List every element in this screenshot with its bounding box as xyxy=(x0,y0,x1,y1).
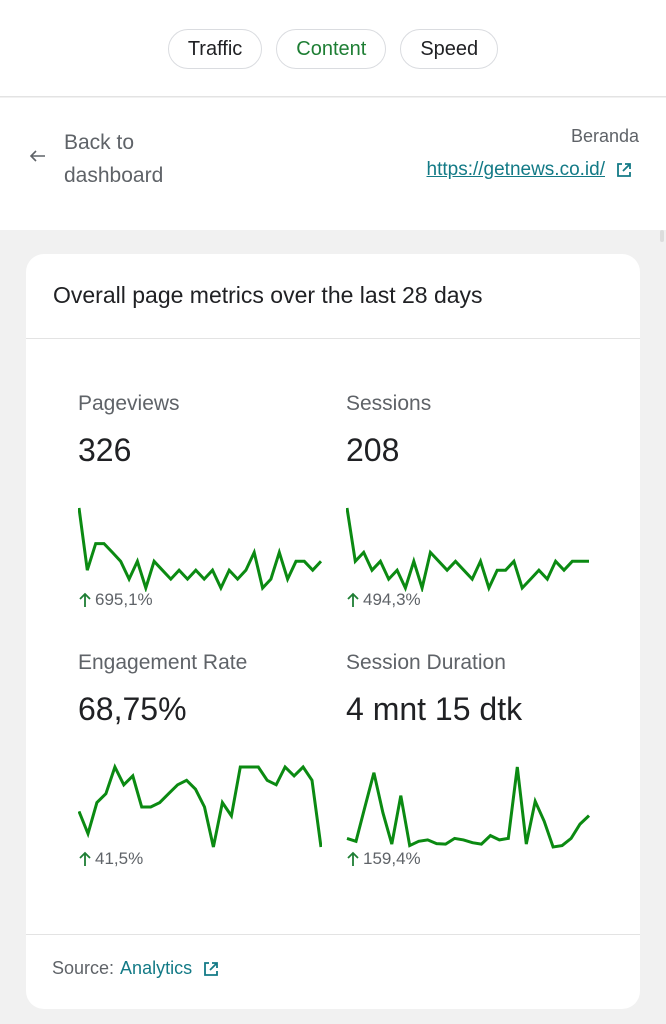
card-title: Overall page metrics over the last 28 da… xyxy=(53,282,483,308)
metric-label: Engagement Rate xyxy=(78,651,248,674)
change-indicator: 494,3% xyxy=(346,590,421,610)
metric-session-duration: Session Duration 4 mnt 15 dtk 159,4% xyxy=(346,651,596,891)
sparkline-series xyxy=(346,766,590,849)
change-value: 494,3% xyxy=(363,590,421,609)
metric-label: Pageviews xyxy=(78,392,180,415)
analytics-link[interactable]: Analytics xyxy=(120,958,220,979)
source-footer: Source: Analytics xyxy=(52,958,220,979)
metric-label: Sessions xyxy=(346,392,432,415)
divider xyxy=(26,338,640,339)
back-to-dashboard-link[interactable]: Back to dashboard xyxy=(64,131,164,187)
scrollbar[interactable] xyxy=(658,230,666,1024)
metric-value: 208 xyxy=(346,432,400,468)
metric-pageviews: Pageviews 326 695,1% xyxy=(78,392,328,632)
change-value: 41,5% xyxy=(95,849,144,868)
sparkline-series xyxy=(346,507,589,592)
metrics-card: Overall page metrics over the last 28 da… xyxy=(26,254,640,1009)
sparkline-chart xyxy=(346,766,590,849)
sparkline-series xyxy=(78,763,322,848)
change-indicator: 41,5% xyxy=(78,849,143,869)
source-label: Source: xyxy=(52,958,115,978)
arrow-up-icon xyxy=(347,851,359,866)
change-value: 695,1% xyxy=(95,590,153,609)
metric-value: 326 xyxy=(78,432,132,468)
arrow-up-icon xyxy=(347,592,359,607)
change-indicator: 159,4% xyxy=(346,849,421,869)
metric-value: 68,75% xyxy=(78,691,187,727)
page-header xyxy=(0,98,666,230)
metric-engagement-rate: Engagement Rate 68,75% 41,5% xyxy=(78,651,328,891)
page-url-text[interactable]: https://getnews.co.id/ xyxy=(426,159,606,180)
tab-content[interactable]: Content xyxy=(276,29,387,69)
change-value: 159,4% xyxy=(363,849,421,868)
arrow-up-icon xyxy=(79,592,91,607)
page-name: Beranda xyxy=(570,126,639,146)
sparkline-series xyxy=(78,507,322,592)
divider xyxy=(26,934,640,935)
external-link-icon[interactable] xyxy=(615,161,633,179)
metric-sessions: Sessions 208 494,3% xyxy=(346,392,596,632)
tab-speed[interactable]: Speed xyxy=(400,29,499,69)
sparkline-chart xyxy=(78,763,322,848)
sparkline-chart xyxy=(78,507,322,592)
external-link-icon[interactable] xyxy=(202,960,220,978)
sparkline-chart xyxy=(346,507,589,592)
arrow-up-icon xyxy=(79,851,91,866)
tab-traffic[interactable]: Traffic xyxy=(167,29,263,69)
tab-bar: Traffic Content Speed xyxy=(0,0,666,97)
page-url-link[interactable]: https://getnews.co.id/ xyxy=(427,159,634,181)
arrow-left-icon[interactable] xyxy=(28,146,48,166)
metric-label: Session Duration xyxy=(346,651,506,674)
change-indicator: 695,1% xyxy=(78,590,153,610)
analytics-link-text[interactable]: Analytics xyxy=(120,958,193,978)
metric-value: 4 mnt 15 dtk xyxy=(346,691,523,727)
